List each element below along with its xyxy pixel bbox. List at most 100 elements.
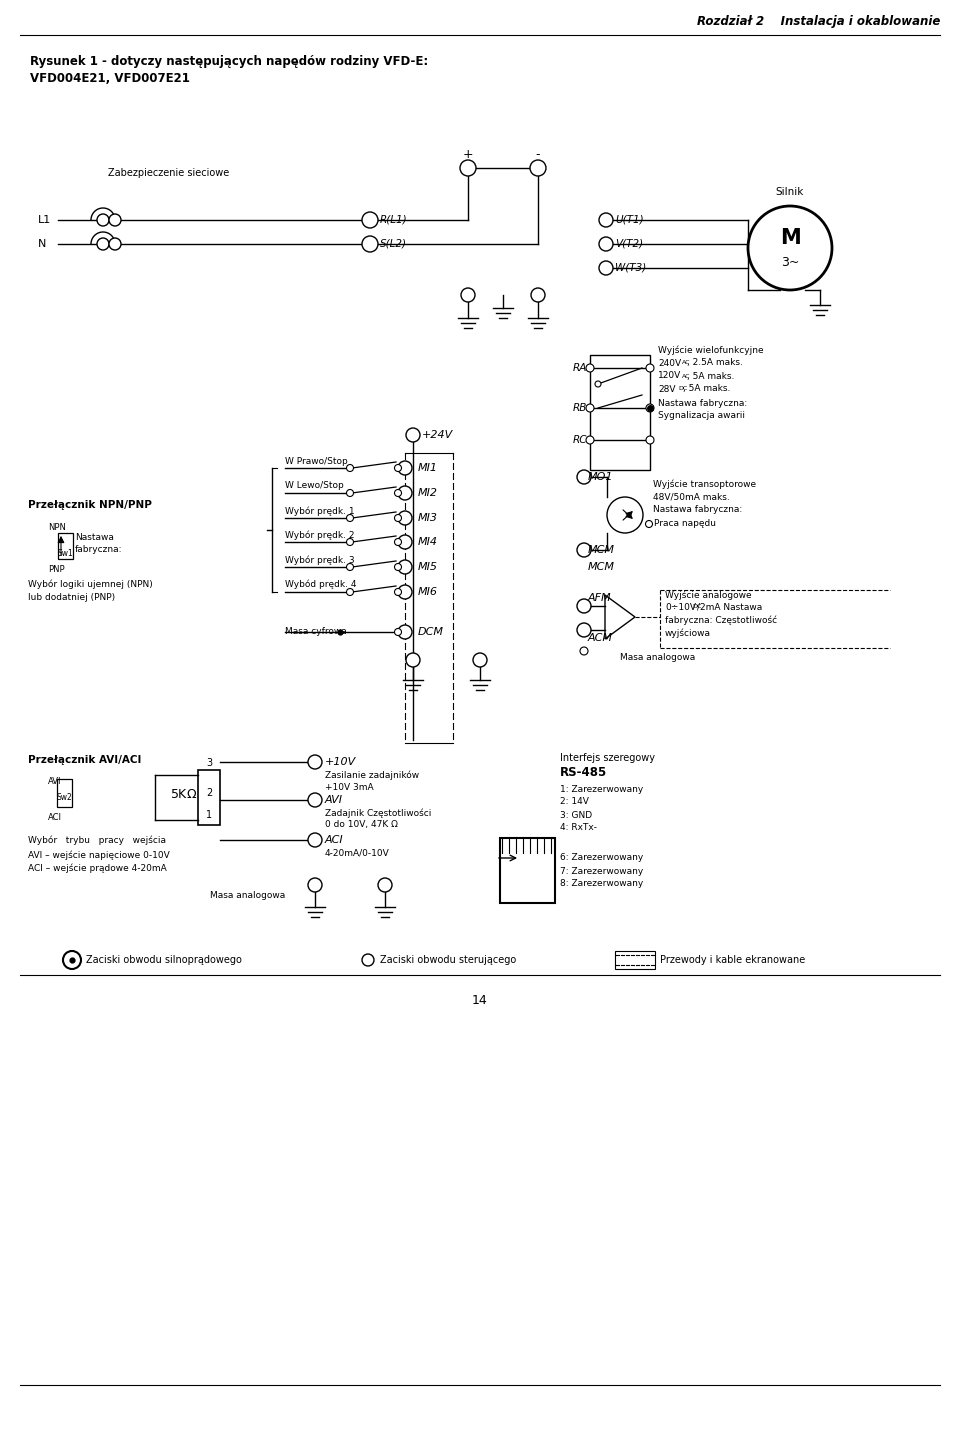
Text: , 5A maks.: , 5A maks. (683, 385, 731, 393)
Text: DC: DC (692, 604, 701, 610)
Text: Wybór   trybu   pracy   wejścia: Wybór trybu pracy wejścia (28, 835, 166, 845)
Text: Wybór logiki ujemnej (NPN): Wybór logiki ujemnej (NPN) (28, 580, 153, 588)
Circle shape (586, 436, 594, 443)
Text: 4: RxTx-: 4: RxTx- (560, 824, 597, 832)
Circle shape (586, 405, 594, 412)
Text: Zasilanie zadajników: Zasilanie zadajników (325, 771, 420, 779)
Text: Masa analogowa: Masa analogowa (210, 891, 286, 900)
Text: lub dodatniej (PNP): lub dodatniej (PNP) (28, 593, 115, 601)
Circle shape (308, 794, 322, 806)
Circle shape (395, 465, 401, 472)
Circle shape (460, 159, 476, 177)
Text: 28V: 28V (658, 385, 676, 393)
Circle shape (398, 535, 412, 550)
Bar (57, 779, 72, 806)
Circle shape (586, 364, 594, 372)
Text: AVI: AVI (48, 778, 61, 786)
Circle shape (308, 832, 322, 847)
Text: Interfejs szeregowy: Interfejs szeregowy (560, 753, 655, 763)
Text: R(L1): R(L1) (380, 215, 408, 225)
Text: , 5A maks.: , 5A maks. (687, 372, 734, 380)
Circle shape (599, 212, 613, 227)
Text: ACI: ACI (325, 835, 344, 845)
Text: , 2.5A maks.: , 2.5A maks. (687, 359, 743, 367)
Text: 3: GND: 3: GND (560, 811, 592, 819)
Circle shape (347, 538, 353, 545)
Text: DCM: DCM (418, 627, 444, 637)
Text: Nastawa fabryczna:: Nastawa fabryczna: (658, 399, 747, 409)
Text: 4-20mA/0-10V: 4-20mA/0-10V (325, 848, 390, 858)
Text: W Prawo/Stop: W Prawo/Stop (285, 458, 348, 466)
Text: RC: RC (572, 435, 587, 445)
Circle shape (109, 238, 121, 250)
Text: RB: RB (572, 403, 587, 413)
Text: +: + (463, 148, 473, 162)
Circle shape (530, 159, 546, 177)
Text: Przewody i kable ekranowane: Przewody i kable ekranowane (660, 956, 805, 964)
Text: Rozdział 2    Instalacja i okablowanie: Rozdział 2 Instalacja i okablowanie (697, 16, 940, 29)
Circle shape (395, 489, 401, 497)
Circle shape (398, 511, 412, 525)
Text: W Lewo/Stop: W Lewo/Stop (285, 482, 344, 491)
Circle shape (531, 288, 545, 301)
Circle shape (577, 623, 591, 637)
Circle shape (577, 598, 591, 613)
Text: U(T1): U(T1) (615, 215, 643, 225)
Text: M: M (780, 228, 801, 248)
Text: RS-485: RS-485 (560, 766, 608, 779)
Circle shape (599, 261, 613, 276)
Text: Zaciski obwodu silnoprądowego: Zaciski obwodu silnoprądowego (86, 956, 242, 964)
Bar (615, 951, 655, 969)
Text: 1: 1 (206, 809, 212, 819)
Circle shape (347, 564, 353, 571)
Text: 240V: 240V (658, 359, 682, 367)
Text: Nastawa fabryczna:: Nastawa fabryczna: (653, 505, 742, 515)
Text: MO1: MO1 (588, 472, 613, 482)
Text: RA: RA (572, 363, 587, 373)
Text: AVI: AVI (325, 795, 343, 805)
Circle shape (395, 564, 401, 571)
Circle shape (347, 588, 353, 596)
Text: V(T2): V(T2) (615, 240, 643, 250)
Text: MI2: MI2 (418, 488, 438, 498)
Circle shape (347, 489, 353, 497)
Circle shape (577, 542, 591, 557)
Text: 2: 14V: 2: 14V (560, 798, 588, 806)
Text: MI3: MI3 (418, 512, 438, 522)
Text: Wybór prędk. 2: Wybór prędk. 2 (285, 531, 354, 540)
Text: Przełącznik AVI/ACI: Przełącznik AVI/ACI (28, 755, 141, 765)
Text: Nastawa: Nastawa (75, 532, 114, 541)
Text: +24V: +24V (422, 430, 453, 441)
Text: 48V/50mA maks.: 48V/50mA maks. (653, 492, 730, 501)
Circle shape (406, 428, 420, 442)
Text: MI6: MI6 (418, 587, 438, 597)
Circle shape (398, 461, 412, 475)
Circle shape (308, 755, 322, 769)
Circle shape (63, 951, 81, 969)
Circle shape (748, 207, 832, 290)
Text: 0÷10V: 0÷10V (665, 603, 696, 611)
Text: ACM: ACM (588, 633, 613, 643)
Text: Silnik: Silnik (776, 187, 804, 197)
Text: Wyjście analogowe: Wyjście analogowe (665, 590, 752, 600)
Text: MI5: MI5 (418, 563, 438, 573)
Circle shape (395, 629, 401, 636)
Text: 3: 3 (206, 758, 212, 768)
Text: MCM: MCM (588, 545, 615, 555)
Text: Sw2: Sw2 (56, 794, 72, 802)
Text: 1: Zarezerwowany: 1: Zarezerwowany (560, 785, 643, 794)
Text: Przełącznik NPN/PNP: Przełącznik NPN/PNP (28, 499, 152, 509)
Text: AC: AC (682, 360, 690, 366)
Circle shape (395, 538, 401, 545)
Text: NPN: NPN (48, 524, 66, 532)
Circle shape (395, 515, 401, 521)
Text: /2mA Nastawa: /2mA Nastawa (697, 603, 762, 611)
Text: ACI: ACI (48, 814, 62, 822)
Text: 7: Zarezerwowany: 7: Zarezerwowany (560, 867, 643, 875)
Bar (198, 771, 220, 825)
Text: Rysunek 1 - dotyczy następujących napędów rodziny VFD-E:: Rysunek 1 - dotyczy następujących napędó… (30, 56, 428, 69)
Circle shape (599, 237, 613, 251)
Bar (500, 838, 555, 903)
Text: AVI – wejście napięciowe 0-10V: AVI – wejście napięciowe 0-10V (28, 851, 170, 860)
Circle shape (398, 486, 412, 499)
